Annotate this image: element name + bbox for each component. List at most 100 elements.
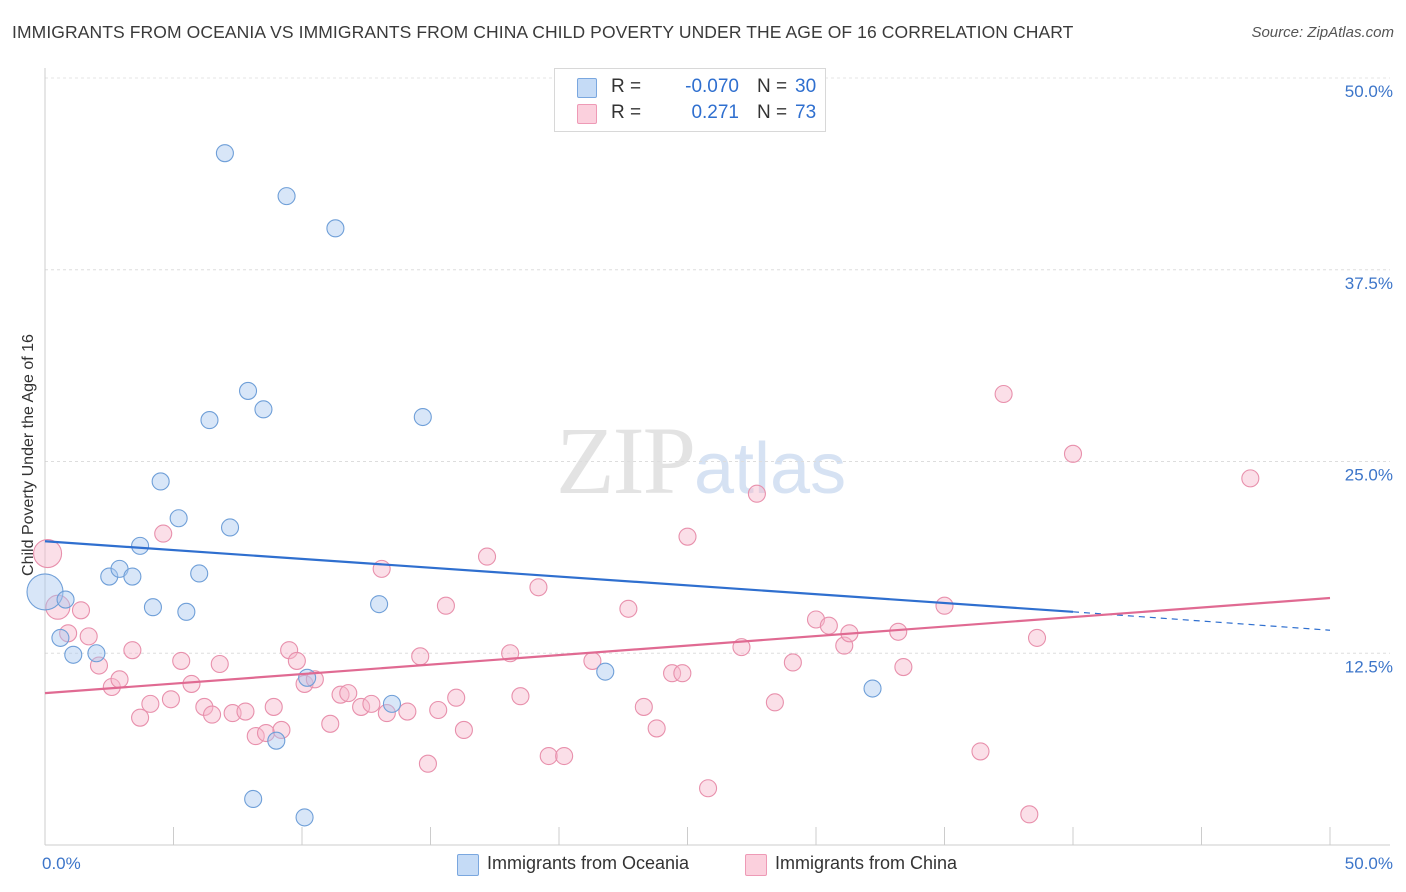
watermark-atlas: atlas [694,429,847,509]
oceania-point [123,567,142,586]
china-point [747,484,766,503]
legend-swatch-oceania [577,78,597,98]
legend-r-label: R = [611,102,642,123]
china-point [529,578,548,597]
china-point [647,719,666,738]
y-tick-label: 25.0% [1345,466,1393,485]
china-point [141,694,160,713]
china-point [894,658,913,677]
china-point [1027,628,1047,647]
legend-n-value: 30 [795,76,817,97]
legend-swatch-oceania [457,854,479,876]
oceania-trend-extension [1072,611,1331,631]
watermark: ZIPatlas [556,405,846,516]
y-tick-label: 37.5% [1345,274,1393,293]
china-point [555,746,574,766]
china-point [246,727,265,746]
x-tick-label: 0.0% [42,854,81,873]
oceania-point [370,595,389,614]
china-point [331,685,350,704]
china-point [377,704,396,723]
china-point [765,693,784,712]
china-point [1020,805,1039,824]
x-tick-label: 50.0% [1345,854,1393,873]
china-point [1063,444,1083,463]
china-point [352,697,371,716]
china-point [264,697,283,716]
legend-r-label: R = [611,76,642,97]
legend-label-china: Immigrants from China [775,853,958,873]
china-point [362,694,381,713]
oceania-point [220,518,240,537]
oceania-point [131,536,150,555]
legend-n-label: N = [757,102,788,123]
oceania-point [143,598,162,617]
oceania-point [64,645,83,664]
oceania-point [238,381,258,400]
legend-n-value: 73 [795,102,817,123]
china-point [673,664,692,683]
china-point [321,714,340,733]
oceania-point [413,407,432,427]
china-point [161,690,180,709]
china-point [195,697,214,716]
oceania-trend-line [44,540,1074,613]
china-point [210,654,229,674]
oceania-point [151,472,170,491]
china-point [182,674,201,693]
china-point [699,779,718,798]
legend-r-value: -0.070 [685,76,739,97]
china-point [203,705,222,724]
china-point [272,720,291,740]
legend-r-value: 0.271 [691,102,739,123]
oceania-point [277,187,296,206]
china-point [935,596,954,615]
series-legend: Immigrants from Oceania Immigrants from … [0,852,1406,878]
oceania-point [215,144,234,163]
source-credit: Source: ZipAtlas.com [1251,24,1394,41]
china-point [819,616,838,635]
china-point [256,723,276,743]
oceania-point [200,411,219,430]
oceania-point [298,668,317,687]
china-point [398,702,417,721]
oceania-point [382,694,402,713]
watermark-zip: ZIP [556,407,696,514]
correlation-legend: R = -0.070 N = 30 R = 0.271 N = 73 [554,68,826,132]
china-point [634,697,653,716]
oceania-point [596,662,615,681]
china-point [154,524,173,543]
china-point [131,708,150,727]
china-point [539,746,558,766]
china-point [418,754,437,773]
oceania-point [326,219,345,238]
oceania-point [87,644,106,663]
china-point [411,647,430,666]
oceania-point [295,808,314,827]
legend-n-label: N = [757,76,788,97]
oceania-point [51,628,70,647]
china-point [678,527,697,546]
china-point [429,700,448,720]
oceania-point [267,731,286,750]
china-point [436,596,455,615]
china-point [619,599,638,618]
china-point [477,547,497,566]
china-point [236,702,255,721]
oceania-point [26,573,64,611]
china-point [339,684,358,703]
china-point [783,653,802,672]
china-point [172,651,191,670]
oceania-point [177,602,196,621]
oceania-point [100,567,119,586]
china-point [71,601,91,620]
oceania-point [190,564,209,583]
china-point [123,641,142,660]
china-point [33,538,63,569]
china-point [447,688,466,707]
oceania-point [244,789,263,809]
oceania-point [169,509,188,528]
legend-swatch-china [577,104,597,124]
y-tick-label: 50.0% [1345,82,1393,101]
